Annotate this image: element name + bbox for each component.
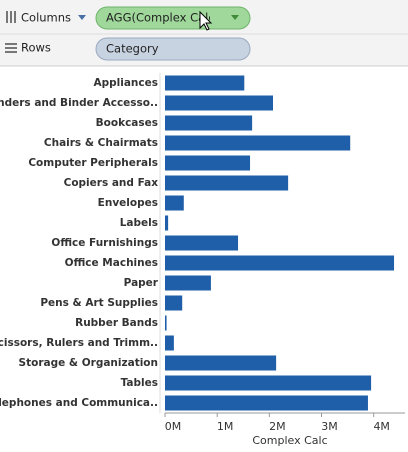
bar xyxy=(165,395,368,411)
category-label: Tables xyxy=(121,377,158,389)
x-tick-label: 3M xyxy=(321,420,338,433)
category-label: Binders and Binder Accesso.. xyxy=(0,97,158,109)
category-label: Office Machines xyxy=(65,257,158,269)
bar xyxy=(165,75,245,91)
rows-label: Rows xyxy=(21,41,51,55)
bar xyxy=(165,95,273,111)
category-label: Chairs & Chairmats xyxy=(44,137,158,149)
bar xyxy=(165,235,239,251)
bar xyxy=(165,215,169,231)
category-label: Scissors, Rulers and Trimm.. xyxy=(0,337,158,349)
bar xyxy=(165,295,183,311)
rows-pill-text: Category xyxy=(106,42,159,56)
bar xyxy=(165,335,174,351)
bar xyxy=(165,155,251,171)
columns-pill-text: AGG(Complex Calc) xyxy=(106,11,219,25)
cursor xyxy=(199,10,213,31)
category-label: Rubber Bands xyxy=(75,317,158,329)
category-label: Bookcases xyxy=(96,117,158,129)
bar xyxy=(165,315,167,331)
category-label: Copiers and Fax xyxy=(64,177,159,189)
category-label: Labels xyxy=(120,217,158,229)
category-label: Envelopes xyxy=(98,197,158,209)
rows-icon xyxy=(5,43,17,53)
columns-label: Columns xyxy=(21,11,71,25)
x-tick-label: 4M xyxy=(373,420,390,433)
bar xyxy=(165,275,211,291)
category-label: Storage & Organization xyxy=(19,357,158,369)
bar xyxy=(165,255,395,271)
category-label: Telephones and Communica.. xyxy=(0,397,158,409)
x-tick-label: 0M xyxy=(165,420,182,433)
bar xyxy=(165,375,372,391)
columns-icon xyxy=(6,11,16,23)
x-tick-label: 2M xyxy=(269,420,286,433)
x-tick-label: 1M xyxy=(217,420,234,433)
x-axis-title: Complex Calc xyxy=(252,434,327,447)
category-label: Pens & Art Supplies xyxy=(40,297,158,309)
rows-pill[interactable] xyxy=(95,37,251,61)
category-label: Computer Peripherals xyxy=(28,157,158,169)
category-label: Paper xyxy=(124,277,159,289)
category-label: Appliances xyxy=(93,77,158,89)
bar xyxy=(165,115,253,131)
bar xyxy=(165,355,277,371)
pill-arrow[interactable] xyxy=(231,15,239,20)
category-label: Office Furnishings xyxy=(51,237,158,249)
dropdown-arrow[interactable] xyxy=(78,15,86,20)
bar xyxy=(165,175,289,191)
bar xyxy=(165,195,184,211)
bar xyxy=(165,135,351,151)
